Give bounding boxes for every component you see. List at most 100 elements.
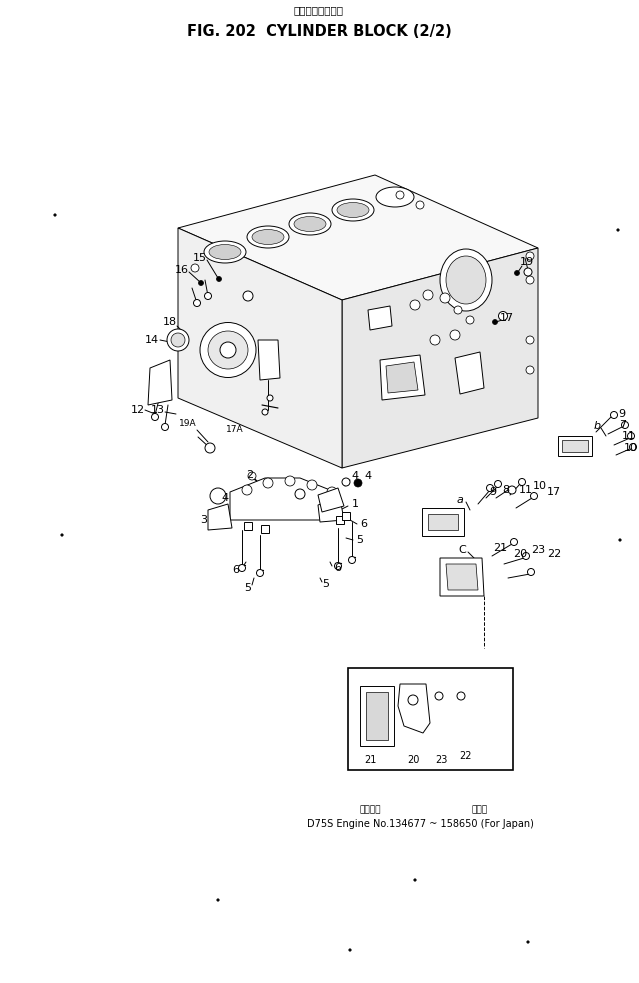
Polygon shape <box>386 362 418 393</box>
Text: 23: 23 <box>531 545 545 555</box>
Polygon shape <box>336 516 344 524</box>
Circle shape <box>396 191 404 199</box>
Circle shape <box>349 949 351 952</box>
Text: 10: 10 <box>533 481 547 491</box>
Circle shape <box>629 443 636 450</box>
Polygon shape <box>148 360 172 405</box>
Circle shape <box>238 564 245 571</box>
Polygon shape <box>178 228 342 468</box>
Circle shape <box>267 395 273 401</box>
Ellipse shape <box>247 226 289 248</box>
Polygon shape <box>455 352 484 394</box>
Text: 6: 6 <box>233 565 240 575</box>
Circle shape <box>285 476 295 486</box>
Circle shape <box>334 562 341 569</box>
Ellipse shape <box>440 249 492 311</box>
Circle shape <box>493 319 498 324</box>
Text: 21: 21 <box>364 755 376 765</box>
Ellipse shape <box>337 202 369 217</box>
Text: 19: 19 <box>520 257 534 267</box>
Text: C: C <box>458 545 466 555</box>
Text: シリンダブロック: シリンダブロック <box>294 5 344 15</box>
Polygon shape <box>208 504 232 530</box>
Text: D75S Engine No.134677 ~ 158650 (For Japan): D75S Engine No.134677 ~ 158650 (For Japa… <box>307 819 534 829</box>
Text: 国内用: 国内用 <box>472 805 488 815</box>
Circle shape <box>342 478 350 486</box>
Circle shape <box>466 316 474 324</box>
Text: 19A: 19A <box>179 420 197 429</box>
Circle shape <box>435 692 443 700</box>
Circle shape <box>162 424 169 431</box>
Text: 11: 11 <box>519 485 533 495</box>
Ellipse shape <box>289 213 331 235</box>
Polygon shape <box>380 355 425 400</box>
Ellipse shape <box>208 331 248 369</box>
Circle shape <box>622 422 629 429</box>
Circle shape <box>262 409 268 415</box>
Text: 12: 12 <box>131 405 145 415</box>
Polygon shape <box>398 684 430 733</box>
Text: 4: 4 <box>364 471 371 481</box>
Circle shape <box>523 552 530 559</box>
Ellipse shape <box>200 322 256 377</box>
Circle shape <box>307 480 317 490</box>
Polygon shape <box>422 508 464 536</box>
Circle shape <box>440 293 450 303</box>
Circle shape <box>263 478 273 488</box>
Circle shape <box>511 539 518 546</box>
Text: 22: 22 <box>547 549 561 559</box>
Text: b: b <box>594 421 601 431</box>
Text: 18: 18 <box>163 317 177 327</box>
Text: FIG. 202  CYLINDER BLOCK (2/2): FIG. 202 CYLINDER BLOCK (2/2) <box>187 24 451 39</box>
Circle shape <box>530 492 537 499</box>
Text: 4: 4 <box>222 493 229 503</box>
Polygon shape <box>368 306 392 330</box>
Circle shape <box>354 479 362 487</box>
Text: 14: 14 <box>145 335 159 345</box>
Polygon shape <box>342 248 538 468</box>
Circle shape <box>526 276 534 284</box>
Polygon shape <box>318 498 344 522</box>
Text: 16: 16 <box>175 265 189 275</box>
Circle shape <box>210 488 226 504</box>
Text: 9: 9 <box>489 487 497 497</box>
Ellipse shape <box>252 229 284 245</box>
Circle shape <box>495 481 502 488</box>
Circle shape <box>408 695 418 705</box>
Polygon shape <box>558 436 592 456</box>
Text: 23: 23 <box>435 755 447 765</box>
Polygon shape <box>178 175 538 300</box>
Text: 6: 6 <box>334 563 341 573</box>
Polygon shape <box>230 478 335 520</box>
Circle shape <box>508 486 516 494</box>
Text: 17A: 17A <box>226 426 244 434</box>
Circle shape <box>526 366 534 374</box>
Circle shape <box>454 306 462 314</box>
Ellipse shape <box>171 333 185 347</box>
Circle shape <box>243 291 253 301</box>
Text: 10: 10 <box>624 443 638 453</box>
Polygon shape <box>342 512 350 520</box>
Ellipse shape <box>204 241 246 263</box>
Circle shape <box>514 270 520 275</box>
Circle shape <box>414 879 416 881</box>
Text: 9: 9 <box>619 409 626 419</box>
Text: 21: 21 <box>493 543 507 553</box>
Text: 5: 5 <box>357 535 364 545</box>
Circle shape <box>423 290 433 300</box>
Text: 6: 6 <box>360 519 367 529</box>
Circle shape <box>450 330 460 340</box>
Ellipse shape <box>332 199 374 221</box>
Circle shape <box>194 300 201 307</box>
Text: 5: 5 <box>323 579 330 589</box>
Polygon shape <box>258 340 280 380</box>
Circle shape <box>248 472 256 480</box>
Circle shape <box>151 414 158 421</box>
Polygon shape <box>360 686 394 746</box>
Ellipse shape <box>446 256 486 304</box>
Circle shape <box>527 941 529 944</box>
Polygon shape <box>244 522 252 530</box>
Circle shape <box>498 312 507 320</box>
Circle shape <box>295 489 305 499</box>
Text: 適用号等: 適用号等 <box>359 805 381 815</box>
